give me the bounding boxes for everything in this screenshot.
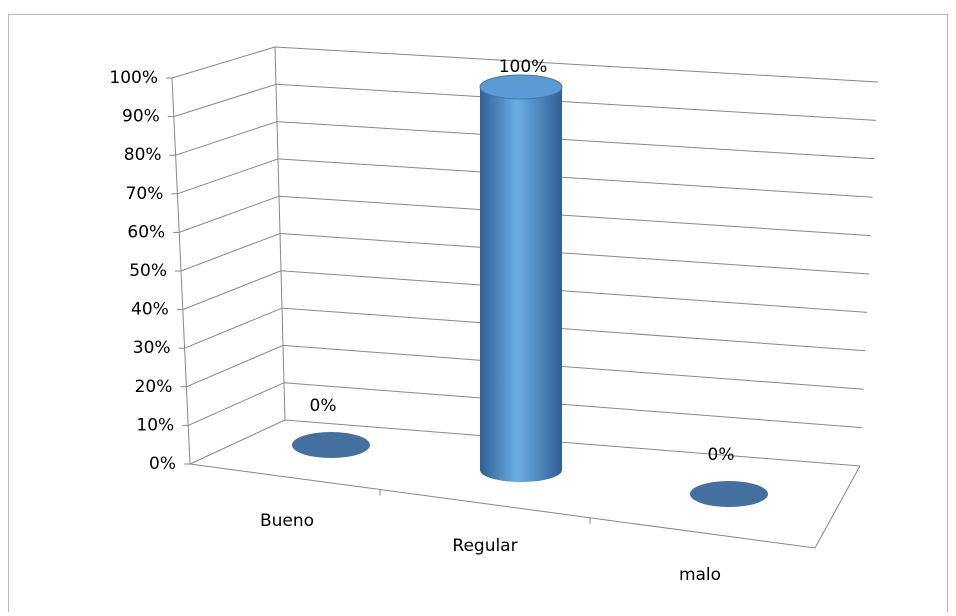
grid-line bbox=[179, 195, 871, 237]
y-tick-label: 50% bbox=[129, 261, 167, 281]
y-tick-label: 10% bbox=[136, 415, 174, 435]
x-tick-label: Regular bbox=[452, 536, 517, 556]
y-tick-label: 80% bbox=[124, 145, 162, 165]
y-tick-label: 40% bbox=[131, 300, 169, 320]
grid-line bbox=[187, 382, 862, 429]
grid-line bbox=[177, 158, 873, 198]
grid-line bbox=[189, 419, 861, 467]
y-tick-label: 30% bbox=[133, 338, 171, 358]
y-tick-label: 60% bbox=[127, 222, 165, 242]
grid-line bbox=[186, 344, 864, 390]
y-tick-label: 70% bbox=[126, 184, 164, 204]
grid-line bbox=[184, 307, 866, 352]
y-tick-label: 20% bbox=[135, 377, 173, 397]
y-tick-label: 100% bbox=[109, 68, 158, 88]
grid-line bbox=[175, 121, 875, 160]
data-label: 0% bbox=[708, 445, 735, 465]
x-tick-label: Bueno bbox=[260, 511, 314, 531]
cylinder-top bbox=[479, 74, 563, 100]
cylinder bbox=[480, 87, 562, 482]
data-label: 100% bbox=[499, 57, 548, 77]
grid-line bbox=[180, 232, 870, 275]
grid-line bbox=[182, 270, 868, 313]
y-tick-label: 90% bbox=[122, 107, 160, 127]
cylinder bbox=[690, 481, 768, 507]
grid-line bbox=[173, 83, 877, 121]
cylinder bbox=[292, 432, 370, 458]
grid-line bbox=[171, 46, 879, 83]
data-label: 0% bbox=[310, 396, 337, 416]
floor bbox=[189, 463, 861, 549]
y-tick-label: 0% bbox=[149, 454, 176, 474]
x-tick-label: malo bbox=[679, 565, 721, 585]
